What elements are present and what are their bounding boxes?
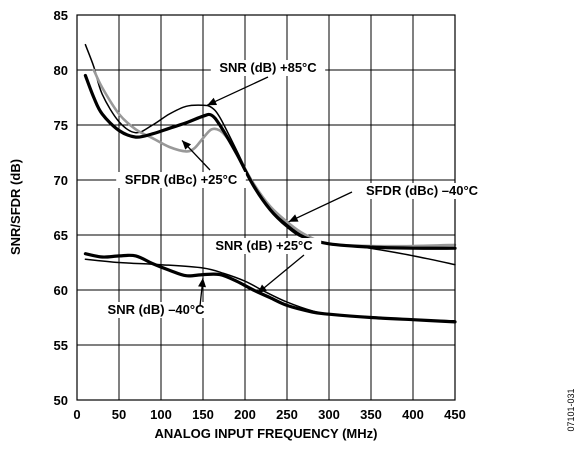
- annotation-bg: [116, 172, 246, 188]
- annotation-arrow-line: [288, 191, 353, 223]
- x-tick-label: 400: [402, 407, 424, 422]
- series-line-0: [84, 43, 456, 266]
- annotation-arrow-head: [207, 97, 218, 106]
- annotation-bg: [206, 238, 322, 254]
- x-tick-label: 250: [276, 407, 298, 422]
- plot-frame: [76, 14, 456, 401]
- x-tick-label: 100: [150, 407, 172, 422]
- annotation-label: SNR (dB) +85°C: [219, 60, 317, 75]
- annotation-bg: [98, 302, 214, 318]
- x-tick-label: 300: [318, 407, 340, 422]
- annotation-arrow-head: [257, 284, 268, 294]
- y-tick-label: 70: [54, 173, 68, 188]
- x-axis-title: ANALOG INPUT FREQUENCY (MHz): [155, 426, 378, 441]
- y-tick-label: 75: [54, 118, 68, 133]
- annotation-bg: [210, 60, 326, 76]
- series-line-2: [83, 73, 457, 250]
- annotation-label: SFDR (dBc) –40°C: [366, 183, 479, 198]
- annotations: SNR (dB) +85°C SFDR (dBc) +25°C SFDR (dBc)…: [98, 60, 487, 318]
- x-tick-label: 350: [360, 407, 382, 422]
- annotation-arrow-line: [206, 76, 269, 106]
- x-tick-label: 450: [444, 407, 466, 422]
- y-tick-label: 80: [54, 63, 68, 78]
- annotation-arrow-head: [198, 277, 207, 288]
- x-tick-label: 200: [234, 407, 256, 422]
- series-line-1: [92, 68, 457, 248]
- y-axis-title: SNR/SFDR (dB): [8, 159, 23, 255]
- y-tick-label: 55: [54, 338, 68, 353]
- annotation-arrow-line: [257, 254, 305, 294]
- figure-id: 07101-031: [566, 388, 576, 431]
- tick-labels: 0 50 100 150 200 250 300 350 400 450 50 55 60 65 70 75 8…: [54, 8, 466, 422]
- annotation-label: SNR (dB) –40°C: [108, 302, 206, 317]
- x-tick-label: 150: [192, 407, 214, 422]
- y-tick-label: 60: [54, 283, 68, 298]
- x-tick-label: 0: [73, 407, 80, 422]
- annotation-label: SFDR (dBc) +25°C: [125, 172, 238, 187]
- annotation-bg: [357, 183, 487, 199]
- y-tick-label: 65: [54, 228, 68, 243]
- series-line-4: [83, 252, 457, 324]
- annotation-arrow-head: [288, 214, 299, 222]
- series-group: [83, 43, 457, 324]
- annotation-arrow-head: [182, 140, 192, 150]
- y-tick-label: 85: [54, 8, 68, 23]
- x-tick-label: 50: [112, 407, 126, 422]
- y-tick-label: 50: [54, 393, 68, 408]
- annotation-label: SNR (dB) +25°C: [215, 238, 313, 253]
